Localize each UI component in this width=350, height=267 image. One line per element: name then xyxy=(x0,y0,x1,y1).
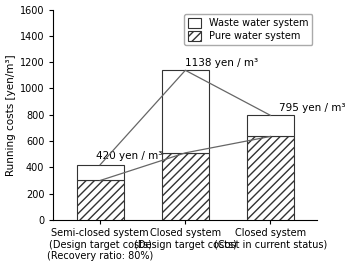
Bar xyxy=(77,165,124,180)
Text: 795 yen / m³: 795 yen / m³ xyxy=(279,103,345,113)
Bar xyxy=(247,136,294,220)
Legend: Waste water system, Pure water system: Waste water system, Pure water system xyxy=(184,14,313,45)
Text: 1138 yen / m³: 1138 yen / m³ xyxy=(186,58,258,68)
Y-axis label: Running costs [yen/m³]: Running costs [yen/m³] xyxy=(6,54,15,175)
Bar xyxy=(162,70,209,153)
Text: 420 yen / m³: 420 yen / m³ xyxy=(96,151,162,161)
Bar xyxy=(77,180,124,220)
Bar xyxy=(247,115,294,136)
Bar xyxy=(162,153,209,220)
